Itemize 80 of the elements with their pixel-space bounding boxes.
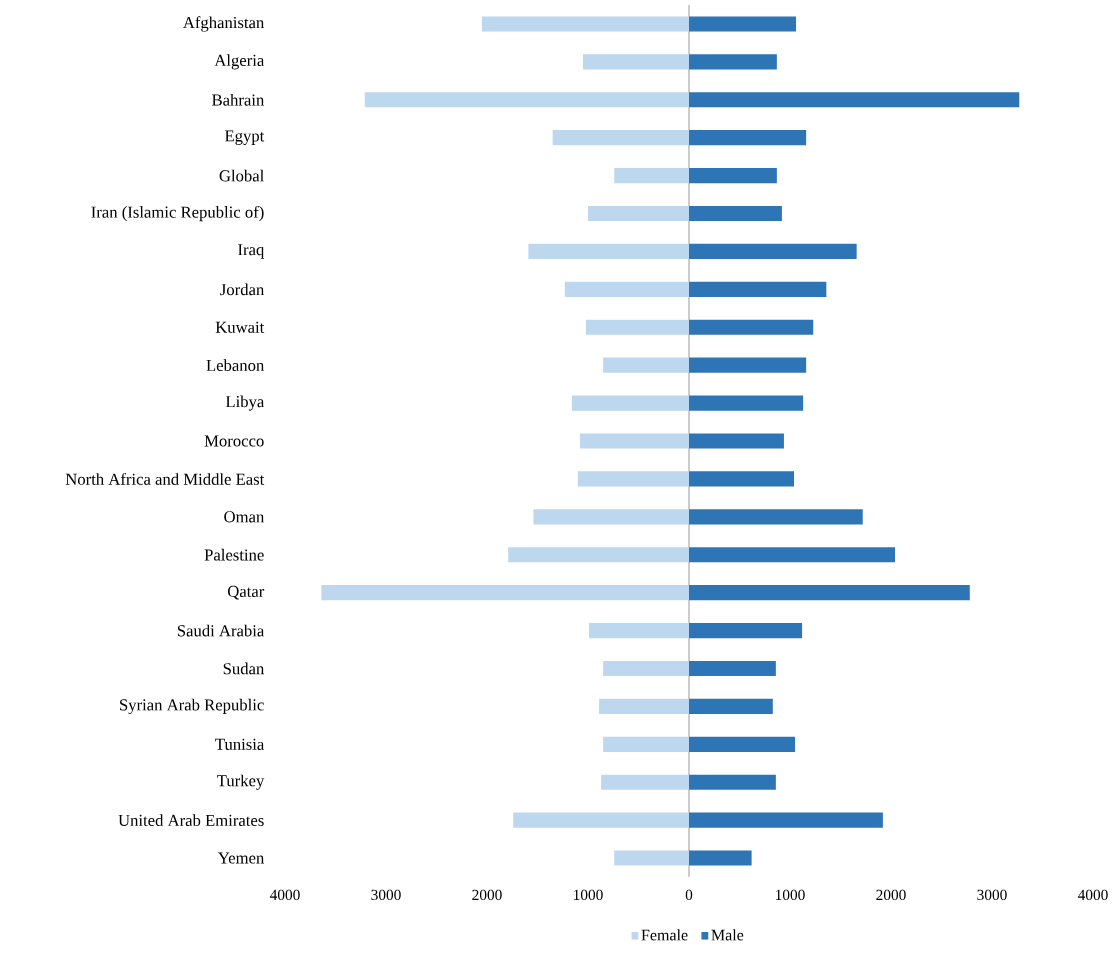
bar (689, 433, 784, 449)
legend-label: Female (641, 929, 688, 941)
bar (689, 471, 795, 487)
y-tick-label: Sudan (223, 662, 265, 675)
bar (579, 433, 689, 449)
bar (603, 660, 689, 677)
bar (614, 850, 689, 866)
y-tick-label: Lebanon (206, 359, 265, 372)
bar (582, 54, 689, 70)
y-tick-label: Algeria (214, 54, 265, 70)
bar (689, 54, 777, 70)
x-tick-label: 2000 (472, 889, 502, 901)
bar (689, 92, 1020, 108)
y-tick-label: Libya (225, 395, 265, 411)
bar (689, 698, 773, 714)
bar (689, 509, 863, 525)
y-tick-label: Bahrain (212, 93, 265, 106)
y-tick-label: Jordan (220, 283, 265, 296)
bar (364, 92, 689, 108)
bar (614, 168, 689, 184)
bar (689, 243, 857, 260)
y-tick-label: Global (219, 169, 264, 182)
y-tick-label: Palestine (204, 548, 264, 561)
x-tick-label: 4000 (269, 889, 300, 901)
bar (533, 509, 689, 525)
y-tick-label: United Arab Emirates (118, 814, 264, 826)
bar (689, 168, 777, 184)
y-tick-label: Iraq (238, 244, 264, 259)
y-tick-label: Oman (224, 511, 265, 523)
bar (577, 471, 689, 487)
y-tick-label: Qatar (227, 585, 265, 600)
bar (689, 660, 776, 677)
bar (599, 698, 689, 714)
bar (689, 547, 896, 563)
bar (689, 774, 776, 790)
bar (689, 130, 807, 146)
bar (571, 395, 689, 411)
bar (481, 16, 689, 32)
bar (589, 622, 689, 639)
bar (508, 547, 689, 563)
bar (689, 281, 827, 297)
y-tick-label: Tunisia (215, 738, 265, 750)
y-tick-label: North Africa and Middle East (65, 472, 265, 485)
x-tick-label: 2000 (876, 889, 906, 901)
x-tick-label: 4000 (1077, 889, 1108, 901)
bar (689, 622, 803, 639)
y-tick-label: Egypt (224, 130, 265, 145)
y-tick-label: Kuwait (215, 321, 265, 333)
bar (689, 850, 752, 866)
legend-label: Male (711, 929, 744, 941)
y-tick-label: Turkey (217, 774, 265, 790)
bar (689, 319, 814, 335)
bar (601, 774, 689, 790)
bar (564, 281, 689, 297)
bar (689, 16, 797, 32)
bar (689, 736, 796, 752)
x-tick-label: 0 (685, 889, 693, 901)
y-tick-label: Saudi Arabia (177, 624, 265, 637)
bar (528, 243, 689, 260)
bar (689, 585, 970, 601)
bar (603, 736, 689, 752)
bar (689, 395, 804, 411)
x-tick-label: 1000 (776, 889, 805, 901)
bar (321, 585, 689, 601)
bar (513, 812, 689, 828)
y-tick-label: Yemen (218, 852, 265, 864)
bar (585, 319, 689, 335)
y-tick-label: Afghanistan (183, 16, 265, 32)
bar (689, 357, 807, 373)
bar (689, 205, 782, 222)
bar (552, 130, 689, 146)
y-tick-label: Morocco (204, 435, 264, 447)
x-tick-label: 3000 (371, 889, 401, 901)
bar (603, 357, 689, 373)
x-tick-label: 3000 (977, 889, 1007, 901)
bar (689, 812, 883, 828)
x-tick-label: 1000 (574, 889, 603, 901)
y-tick-label: Iran (Islamic Republic of) (91, 205, 264, 222)
bar (588, 205, 689, 222)
y-tick-label: Syrian Arab Republic (120, 698, 264, 714)
